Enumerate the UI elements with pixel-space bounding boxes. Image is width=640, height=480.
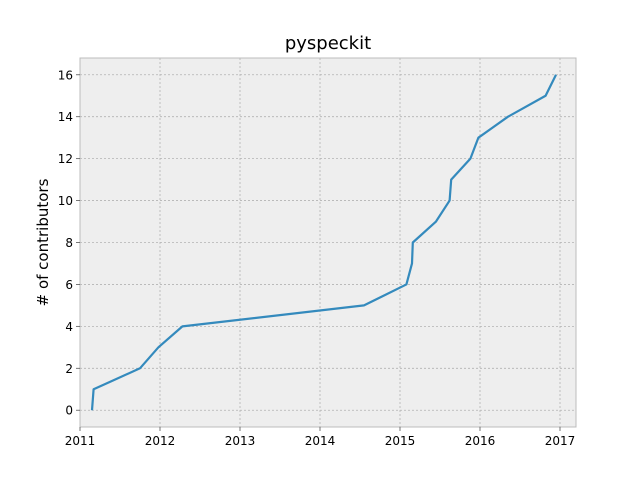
x-tick-label: 2011 [65, 434, 96, 448]
chart-title: pyspeckit [285, 33, 371, 54]
grid-lines [79, 58, 576, 427]
y-tick-label: 12 [58, 152, 73, 166]
series-line [90, 74, 557, 411]
y-tick-label: 6 [65, 278, 73, 292]
y-tick-label: 10 [58, 194, 73, 208]
x-tick-label: 2017 [545, 434, 576, 448]
y-tick-label: 14 [58, 110, 73, 124]
x-tick-label: 2015 [385, 434, 416, 448]
y-tick-label: 4 [65, 320, 73, 334]
data-series [90, 74, 557, 411]
x-tick-label: 2014 [305, 434, 336, 448]
y-tick-label: 8 [65, 236, 73, 250]
y-tick-label: 0 [65, 404, 73, 418]
x-tick-label: 2012 [145, 434, 176, 448]
y-axis-label: # of contributors [34, 178, 52, 306]
axis-ticks: 2011 2012 2013 2014 2015 2016 2017 0 2 4 6 8 10 12 14 1… [58, 68, 576, 448]
y-tick-label: 2 [65, 362, 73, 376]
x-tick-label: 2016 [465, 434, 496, 448]
x-tick-label: 2013 [225, 434, 256, 448]
y-tick-label: 16 [58, 68, 73, 82]
